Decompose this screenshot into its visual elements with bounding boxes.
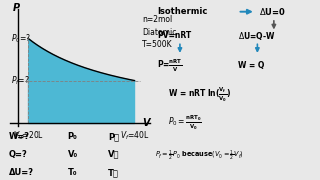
Text: $V_f$=40L: $V_f$=40L xyxy=(120,129,149,142)
Text: Isothermic: Isothermic xyxy=(157,7,207,16)
Text: V: V xyxy=(142,118,149,129)
Text: W = nRT ln($\mathregular{\frac{V_f}{V_0}}$): W = nRT ln($\mathregular{\frac{V_f}{V_0}… xyxy=(168,85,232,104)
Text: P=$\mathregular{\frac{nRT}{V}}$: P=$\mathregular{\frac{nRT}{V}}$ xyxy=(157,58,182,74)
Text: P: P xyxy=(13,3,20,13)
Text: W = Q: W = Q xyxy=(237,61,264,70)
Text: $P_0$=?: $P_0$=? xyxy=(11,32,31,45)
Text: Q=?: Q=? xyxy=(9,150,28,159)
Text: $\Delta$U=Q-W: $\Delta$U=Q-W xyxy=(237,30,275,42)
Text: T₀: T₀ xyxy=(68,168,77,177)
Text: P₀: P₀ xyxy=(68,132,77,141)
Text: W=?: W=? xyxy=(9,132,30,141)
Text: T⁦: T⁦ xyxy=(108,168,119,177)
Text: PV=nRT: PV=nRT xyxy=(157,31,191,40)
Text: n=2mol: n=2mol xyxy=(142,15,173,24)
Text: $V_0$=20L: $V_0$=20L xyxy=(12,129,44,142)
Text: Diatomic: Diatomic xyxy=(142,28,177,37)
Text: $P_f$=?: $P_f$=? xyxy=(11,74,29,87)
Text: $P_0=\mathregular{\frac{nRT_0}{V_0}}$: $P_0=\mathregular{\frac{nRT_0}{V_0}}$ xyxy=(168,114,202,132)
Text: ΔU=?: ΔU=? xyxy=(9,168,34,177)
Text: V₀: V₀ xyxy=(68,150,78,159)
Text: V⁦: V⁦ xyxy=(108,150,120,159)
Text: P⁦: P⁦ xyxy=(108,132,119,141)
Text: $\Delta$U=0: $\Delta$U=0 xyxy=(259,6,286,17)
Text: $P_f=\frac{1}{2}P_0$ because$(V_0=\frac{1}{2}V_f)$: $P_f=\frac{1}{2}P_0$ because$(V_0=\frac{… xyxy=(155,149,244,163)
Text: T=500K: T=500K xyxy=(142,40,173,49)
